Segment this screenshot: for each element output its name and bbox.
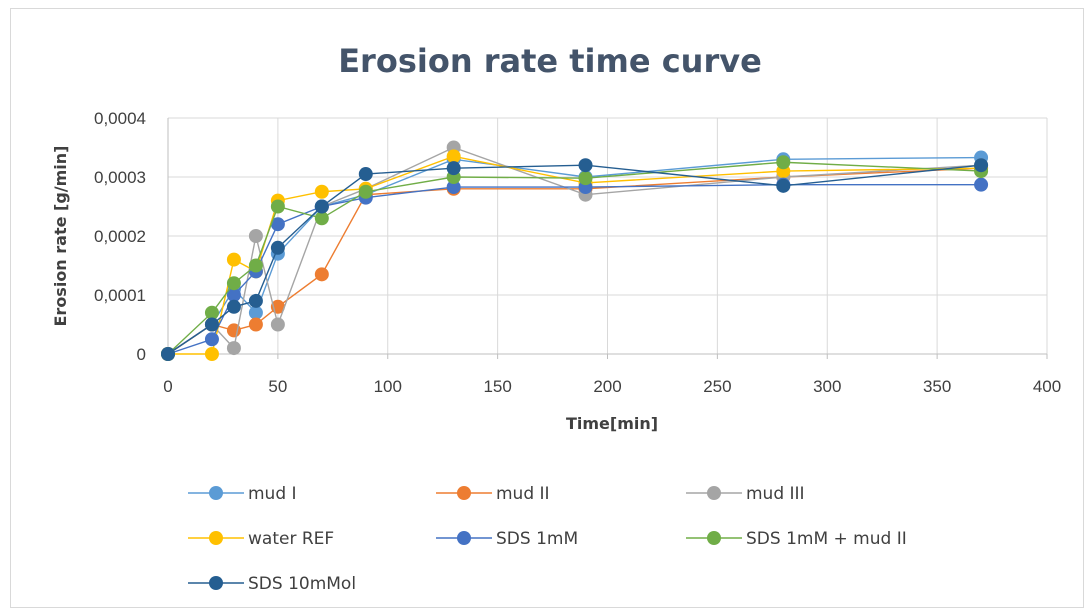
data-point bbox=[270, 217, 285, 232]
data-point bbox=[226, 288, 241, 302]
series-sds-10mmol bbox=[161, 158, 989, 361]
data-point bbox=[270, 317, 285, 332]
legend-label: mud I bbox=[248, 484, 297, 504]
data-point bbox=[776, 155, 791, 170]
series-line bbox=[167, 167, 982, 355]
data-point bbox=[776, 178, 791, 193]
data-point bbox=[204, 317, 219, 332]
legend-marker bbox=[457, 486, 471, 500]
legend-label: water REF bbox=[248, 529, 334, 549]
axes bbox=[167, 118, 1048, 359]
data-point bbox=[161, 347, 175, 361]
data-point bbox=[358, 167, 373, 182]
data-point bbox=[314, 211, 329, 226]
data-point bbox=[226, 252, 241, 267]
data-point bbox=[446, 149, 461, 164]
y-tick-label: 0,0001 bbox=[94, 286, 146, 305]
legend-marker bbox=[457, 531, 471, 545]
data-point bbox=[446, 180, 461, 195]
legend-label: SDS 1mM + mud II bbox=[746, 529, 907, 549]
x-tick-labels: 0 50 100 150 200 250 300 350 400 bbox=[163, 377, 1061, 396]
legend-marker bbox=[209, 486, 223, 500]
x-tick-label: 300 bbox=[813, 377, 841, 396]
gridlines bbox=[168, 117, 1048, 354]
data-point bbox=[248, 293, 263, 308]
data-point bbox=[578, 158, 593, 173]
x-tick-label: 350 bbox=[923, 377, 951, 396]
y-tick-label: 0,0003 bbox=[94, 168, 146, 187]
chart-frame bbox=[10, 8, 1084, 608]
data-point bbox=[248, 317, 263, 332]
y-tick-label: 0 bbox=[137, 345, 146, 364]
legend-item: water REF bbox=[188, 529, 334, 549]
legend-label: mud III bbox=[746, 484, 805, 504]
data-point bbox=[204, 332, 219, 347]
data-point bbox=[974, 177, 989, 192]
x-tick-label: 150 bbox=[483, 377, 511, 396]
data-point bbox=[314, 184, 329, 199]
data-point bbox=[270, 240, 285, 255]
legend-item: SDS 10mMol bbox=[188, 574, 356, 594]
legend-label: SDS 10mMol bbox=[248, 574, 356, 594]
legend-marker bbox=[707, 531, 721, 545]
series-group bbox=[161, 140, 989, 361]
series-mud-i bbox=[161, 150, 989, 361]
data-point bbox=[314, 267, 329, 282]
data-point bbox=[314, 199, 329, 214]
data-point bbox=[226, 341, 241, 356]
x-tick-label: 400 bbox=[1033, 377, 1061, 396]
x-tick-label: 100 bbox=[374, 377, 402, 396]
legend-marker bbox=[209, 531, 223, 545]
legend: mud I mud II mud III water REF SDS 1mM SDS 1m… bbox=[188, 484, 907, 594]
series-line bbox=[167, 164, 982, 355]
y-axis-title: Erosion rate [g/min] bbox=[51, 146, 70, 327]
legend-item: mud II bbox=[436, 484, 550, 504]
data-point bbox=[248, 305, 263, 320]
legend-item: mud III bbox=[686, 484, 805, 504]
series-line bbox=[168, 155, 982, 355]
legend-marker bbox=[209, 576, 223, 590]
chart-title: Erosion rate time curve bbox=[338, 42, 762, 80]
x-tick-label: 250 bbox=[703, 377, 731, 396]
data-point bbox=[248, 229, 263, 243]
series-sds-1mm-mud-ii bbox=[161, 155, 989, 361]
data-point bbox=[204, 305, 219, 320]
y-tick-label: 0,0004 bbox=[94, 109, 146, 128]
legend-item: SDS 1mM bbox=[436, 529, 578, 549]
data-point bbox=[270, 199, 285, 214]
legend-item: SDS 1mM + mud II bbox=[686, 529, 907, 549]
legend-item: mud I bbox=[188, 484, 297, 504]
series-water-ref bbox=[161, 149, 989, 361]
x-tick-label: 50 bbox=[268, 377, 287, 396]
data-point bbox=[974, 158, 989, 173]
y-tick-label: 0,0002 bbox=[94, 227, 146, 246]
x-tick-label: 200 bbox=[593, 377, 621, 396]
series-sds-1mm bbox=[161, 177, 989, 361]
data-point bbox=[204, 347, 219, 361]
data-point bbox=[358, 184, 373, 199]
legend-label: SDS 1mM bbox=[496, 529, 578, 549]
data-point bbox=[226, 299, 241, 314]
legend-label: mud II bbox=[496, 484, 550, 504]
legend-marker bbox=[707, 486, 721, 500]
data-point bbox=[446, 161, 461, 176]
data-point bbox=[578, 171, 593, 186]
data-point bbox=[248, 258, 263, 273]
x-tick-label: 0 bbox=[163, 377, 172, 396]
y-tick-labels: 0 0,0001 0,0002 0,0003 0,0004 bbox=[94, 109, 146, 364]
data-point bbox=[226, 276, 241, 291]
x-axis-title: Time[min] bbox=[566, 414, 658, 433]
